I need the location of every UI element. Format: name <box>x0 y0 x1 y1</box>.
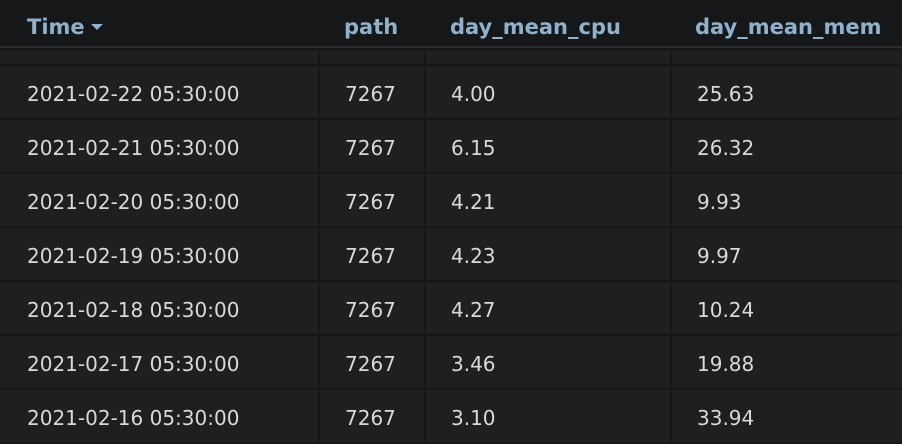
path-cell: 7267 <box>320 120 424 172</box>
caret-down-icon <box>90 24 103 30</box>
mem-cell: 9.93 <box>672 174 902 226</box>
cpu-cell: 3.46 <box>426 336 670 388</box>
time-cell: 2021-02-19 05:30:00 <box>0 228 318 280</box>
path-cell: 7267 <box>320 390 424 442</box>
time-cell: 2021-02-18 05:30:00 <box>0 282 318 334</box>
table-cell <box>320 50 424 64</box>
cpu-cell: 4.27 <box>426 282 670 334</box>
column-header-path[interactable]: path <box>344 0 398 46</box>
column-header-label: day_mean_cpu <box>450 15 621 39</box>
table-header: Time path day_mean_cpu day_mean_mem <box>0 0 902 48</box>
table-cell <box>0 50 318 64</box>
path-cell: 7267 <box>320 228 424 280</box>
mem-cell: 33.94 <box>672 390 902 442</box>
table-row: 2021-02-21 05:30:00 7267 6.15 26.32 <box>0 120 902 174</box>
time-cell: 2021-02-17 05:30:00 <box>0 336 318 388</box>
cpu-cell: 4.23 <box>426 228 670 280</box>
column-header-label: path <box>344 15 399 39</box>
table-cell <box>426 50 670 64</box>
path-cell: 7267 <box>320 174 424 226</box>
table-row: 2021-02-18 05:30:00 7267 4.27 10.24 <box>0 282 902 336</box>
path-cell: 7267 <box>320 66 424 118</box>
column-header-day-mean-cpu[interactable]: day_mean_cpu <box>450 0 621 46</box>
path-cell: 7267 <box>320 282 424 334</box>
mem-cell: 9.97 <box>672 228 902 280</box>
path-cell: 7267 <box>320 336 424 388</box>
cpu-cell: 3.10 <box>426 390 670 442</box>
cpu-cell: 4.00 <box>426 66 670 118</box>
column-header-day-mean-mem[interactable]: day_mean_mem <box>695 0 882 46</box>
cpu-cell: 6.15 <box>426 120 670 172</box>
table-row-partial <box>0 50 902 104</box>
time-cell: 2021-02-22 05:30:00 <box>0 66 318 118</box>
column-header-time[interactable]: Time <box>27 0 103 46</box>
mem-cell: 19.88 <box>672 336 902 388</box>
table-row: 2021-02-16 05:30:00 7267 3.10 33.94 <box>0 390 902 444</box>
table-row: 2021-02-19 05:30:00 7267 4.23 9.97 <box>0 228 902 282</box>
time-cell: 2021-02-16 05:30:00 <box>0 390 318 442</box>
table-row: 2021-02-22 05:30:00 7267 4.00 25.63 <box>0 66 902 120</box>
cpu-cell: 4.21 <box>426 174 670 226</box>
mem-cell: 26.32 <box>672 120 902 172</box>
table-row: 2021-02-17 05:30:00 7267 3.46 19.88 <box>0 336 902 390</box>
mem-cell: 25.63 <box>672 66 902 118</box>
mem-cell: 10.24 <box>672 282 902 334</box>
table-cell <box>672 50 902 64</box>
time-cell: 2021-02-21 05:30:00 <box>0 120 318 172</box>
column-header-label: Time <box>27 15 85 39</box>
table-row: 2021-02-20 05:30:00 7267 4.21 9.93 <box>0 174 902 228</box>
column-header-label: day_mean_mem <box>695 15 882 39</box>
time-cell: 2021-02-20 05:30:00 <box>0 174 318 226</box>
